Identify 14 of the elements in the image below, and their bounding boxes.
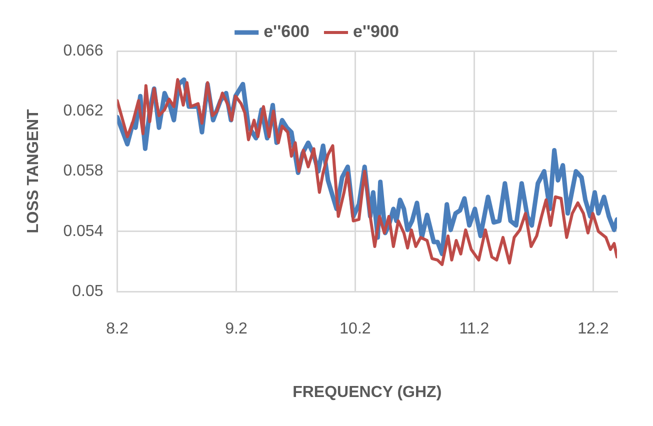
y-tick-label: 0.058	[63, 162, 104, 180]
y-tick-label: 0.062	[63, 102, 104, 120]
y-tick-label: 0.066	[63, 42, 104, 60]
x-tick-label: 12.2	[578, 320, 609, 338]
x-tick-label: 9.2	[225, 320, 248, 338]
legend-label: e''600	[264, 22, 310, 42]
legend-label: e''900	[353, 22, 399, 42]
x-tick-label: 8.2	[106, 320, 128, 338]
y-axis-title: LOSS TANGENT	[25, 109, 42, 234]
x-tick-label: 10.2	[340, 320, 371, 338]
x-axis-title: FREQUENCY (GHZ)	[292, 384, 442, 401]
x-tick-label: 11.2	[459, 320, 490, 338]
y-tick-label: 0.05	[72, 283, 104, 300]
y-tick-label: 0.054	[63, 222, 104, 240]
